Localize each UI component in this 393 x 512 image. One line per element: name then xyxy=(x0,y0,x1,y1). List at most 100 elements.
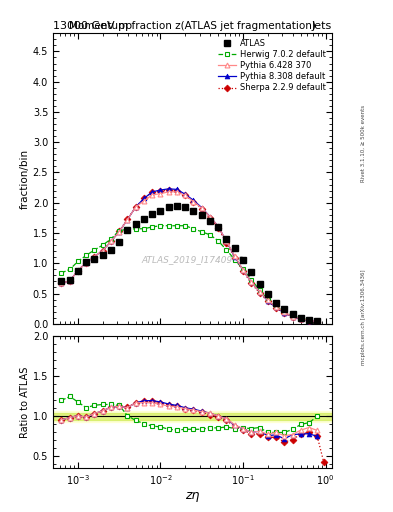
Pythia 6.428 370 xyxy=(92,253,97,260)
Herwig 7.0.2 default xyxy=(84,252,88,259)
ATLAS xyxy=(282,306,286,312)
Sherpa 2.2.9 default xyxy=(241,268,245,274)
ATLAS xyxy=(216,224,220,230)
Pythia 8.308 default xyxy=(125,217,130,223)
Herwig 7.0.2 default xyxy=(141,226,146,232)
Pythia 8.308 default xyxy=(75,267,80,273)
Herwig 7.0.2 default xyxy=(290,313,295,319)
Sherpa 2.2.9 default xyxy=(158,188,163,194)
ATLAS xyxy=(92,256,97,262)
Pythia 6.428 370 xyxy=(224,239,229,245)
Pythia 8.308 default xyxy=(183,191,187,197)
ATLAS xyxy=(183,204,187,210)
Pythia 8.308 default xyxy=(100,247,105,253)
ATLAS xyxy=(199,212,204,218)
ATLAS xyxy=(68,277,72,283)
Pythia 8.308 default xyxy=(68,278,72,284)
Herwig 7.0.2 default xyxy=(274,304,278,310)
Pythia 8.308 default xyxy=(191,197,196,203)
Herwig 7.0.2 default xyxy=(117,227,121,233)
ATLAS xyxy=(125,227,130,233)
Pythia 6.428 370 xyxy=(290,313,295,319)
Sherpa 2.2.9 default xyxy=(59,280,64,286)
Y-axis label: Ratio to ATLAS: Ratio to ATLAS xyxy=(20,367,30,438)
Sherpa 2.2.9 default xyxy=(257,290,262,296)
ATLAS xyxy=(174,203,179,209)
Sherpa 2.2.9 default xyxy=(68,278,72,284)
Pythia 8.308 default xyxy=(216,223,220,229)
Herwig 7.0.2 default xyxy=(282,309,286,315)
Sherpa 2.2.9 default xyxy=(183,193,187,199)
Pythia 6.428 370 xyxy=(59,280,64,286)
Text: 13000 GeV pp: 13000 GeV pp xyxy=(53,20,132,31)
Herwig 7.0.2 default xyxy=(199,229,204,235)
Sherpa 2.2.9 default xyxy=(298,316,303,322)
Pythia 6.428 370 xyxy=(133,204,138,210)
ATLAS xyxy=(257,282,262,288)
Herwig 7.0.2 default xyxy=(150,224,154,230)
Sherpa 2.2.9 default xyxy=(100,247,105,253)
Pythia 6.428 370 xyxy=(282,309,286,315)
Line: ATLAS: ATLAS xyxy=(59,203,320,324)
ATLAS xyxy=(108,247,113,253)
Pythia 8.308 default xyxy=(298,316,303,322)
Pythia 6.428 370 xyxy=(208,214,212,220)
Line: Herwig 7.0.2 default: Herwig 7.0.2 default xyxy=(59,223,320,324)
Sherpa 2.2.9 default xyxy=(133,204,138,210)
Pythia 8.308 default xyxy=(117,229,121,235)
Pythia 6.428 370 xyxy=(108,239,113,245)
Pythia 6.428 370 xyxy=(191,199,196,205)
Pythia 6.428 370 xyxy=(100,247,105,253)
ATLAS xyxy=(224,236,229,242)
Pythia 8.308 default xyxy=(224,239,229,245)
Y-axis label: fraction/bin: fraction/bin xyxy=(20,148,30,208)
ATLAS xyxy=(100,252,105,259)
Bar xyxy=(53,413,332,420)
Herwig 7.0.2 default xyxy=(216,238,220,244)
ATLAS xyxy=(84,259,88,265)
Herwig 7.0.2 default xyxy=(232,257,237,263)
Herwig 7.0.2 default xyxy=(257,287,262,293)
Pythia 6.428 370 xyxy=(166,189,171,195)
Pythia 6.428 370 xyxy=(257,289,262,295)
Sherpa 2.2.9 default xyxy=(224,240,229,246)
ATLAS xyxy=(241,257,245,263)
Pythia 8.308 default xyxy=(133,204,138,210)
Herwig 7.0.2 default xyxy=(249,276,253,283)
Sherpa 2.2.9 default xyxy=(232,255,237,261)
Herwig 7.0.2 default xyxy=(166,223,171,229)
Herwig 7.0.2 default xyxy=(133,226,138,232)
Pythia 8.308 default xyxy=(290,313,295,319)
Pythia 8.308 default xyxy=(282,310,286,316)
Legend: ATLAS, Herwig 7.0.2 default, Pythia 6.428 370, Pythia 8.308 default, Sherpa 2.2.: ATLAS, Herwig 7.0.2 default, Pythia 6.42… xyxy=(216,37,328,94)
Pythia 8.308 default xyxy=(249,279,253,285)
Pythia 6.428 370 xyxy=(307,317,311,324)
Sherpa 2.2.9 default xyxy=(191,199,196,205)
Pythia 6.428 370 xyxy=(274,304,278,310)
ATLAS xyxy=(75,268,80,274)
Pythia 6.428 370 xyxy=(249,279,253,285)
ATLAS xyxy=(232,245,237,251)
Sherpa 2.2.9 default xyxy=(150,189,154,196)
Pythia 8.308 default xyxy=(150,189,154,195)
Pythia 6.428 370 xyxy=(68,278,72,284)
Line: Pythia 6.428 370: Pythia 6.428 370 xyxy=(59,189,320,324)
Pythia 6.428 370 xyxy=(241,267,245,273)
Pythia 6.428 370 xyxy=(265,297,270,303)
Sherpa 2.2.9 default xyxy=(174,187,179,194)
Pythia 8.308 default xyxy=(166,186,171,192)
Pythia 6.428 370 xyxy=(199,205,204,211)
ATLAS xyxy=(117,239,121,245)
Herwig 7.0.2 default xyxy=(315,318,320,325)
ATLAS xyxy=(298,315,303,321)
Line: Sherpa 2.2.9 default: Sherpa 2.2.9 default xyxy=(59,187,320,325)
Sherpa 2.2.9 default xyxy=(199,206,204,212)
Sherpa 2.2.9 default xyxy=(75,267,80,273)
Text: Rivet 3.1.10, ≥ 500k events: Rivet 3.1.10, ≥ 500k events xyxy=(361,105,366,182)
ATLAS xyxy=(315,318,320,325)
ATLAS xyxy=(307,317,311,323)
Pythia 6.428 370 xyxy=(315,318,320,325)
Pythia 6.428 370 xyxy=(232,253,237,259)
Sherpa 2.2.9 default xyxy=(249,280,253,286)
Sherpa 2.2.9 default xyxy=(84,260,88,266)
